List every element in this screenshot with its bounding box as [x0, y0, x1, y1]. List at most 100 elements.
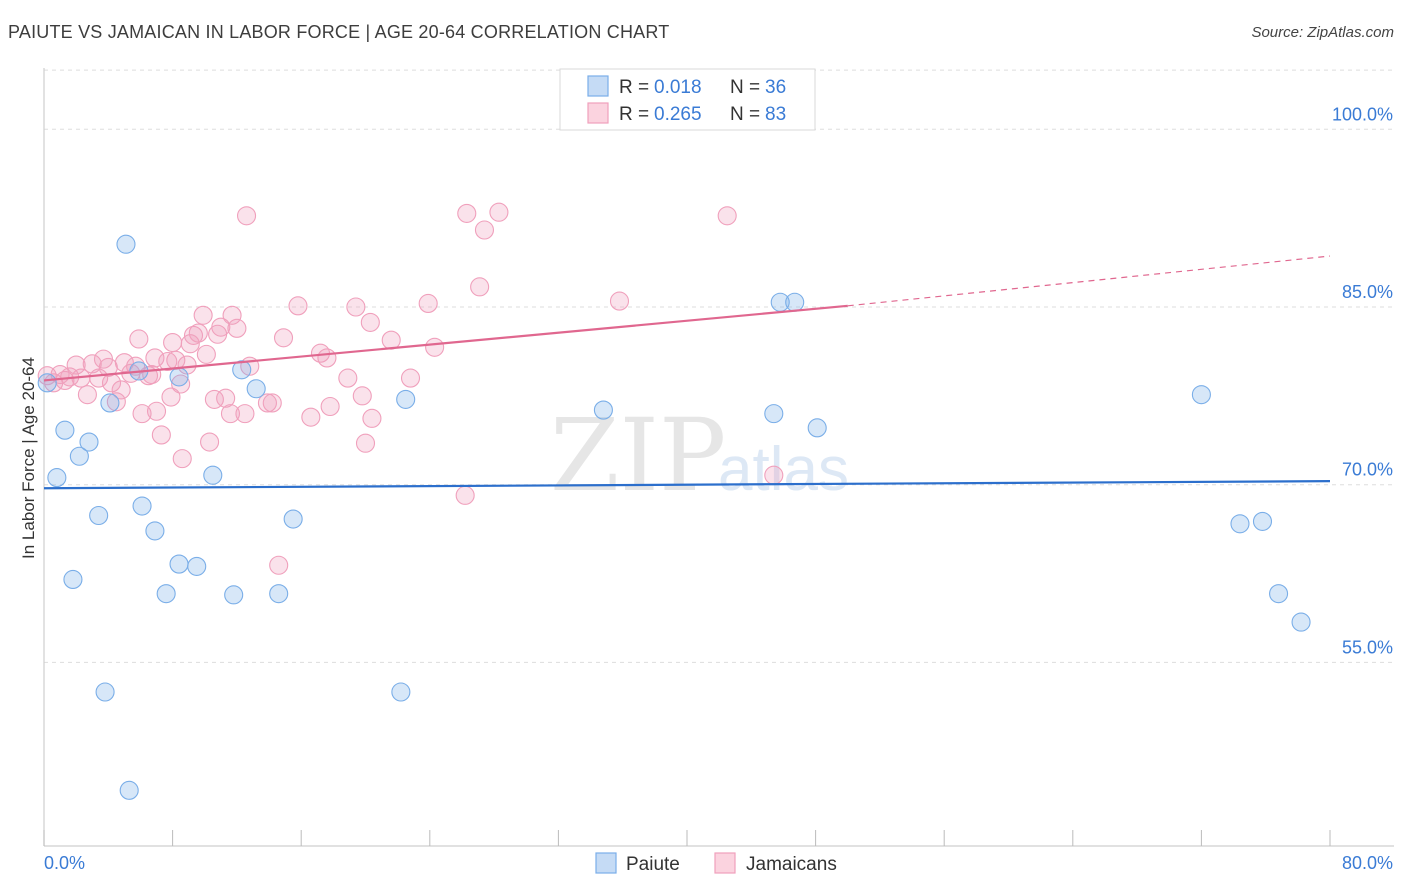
jamaicans-point	[200, 432, 220, 452]
jamaicans-point	[106, 392, 126, 412]
jamaicans-trend-extension	[847, 255, 1331, 307]
jamaicans-point	[474, 220, 495, 240]
paiute-point	[246, 379, 266, 399]
jamaicans-point	[145, 348, 165, 368]
paiute-point	[47, 468, 67, 488]
jamaicans-point	[418, 293, 438, 313]
jamaicans-point	[269, 555, 289, 575]
top-legend: R = 0.018 N = 36 R = 0.265 N = 83	[559, 68, 816, 131]
paiute-point	[95, 682, 115, 702]
jamaicans-point	[262, 393, 282, 413]
jamaicans-point	[400, 368, 421, 388]
paiute-point	[89, 505, 109, 526]
legend-n-label-paiute: N =	[730, 77, 760, 98]
jamaicans-point	[288, 296, 308, 316]
paiute-point	[1252, 511, 1273, 531]
jamaicans-point	[320, 396, 340, 417]
jamaicans-point	[193, 305, 213, 325]
paiute-point	[785, 292, 805, 312]
paiute-point	[169, 367, 189, 387]
bottom-legend-swatch-jamaicans	[714, 852, 736, 874]
jamaicans-point	[129, 329, 149, 349]
paiute-point	[100, 393, 120, 413]
y-tick-label: 55.0%	[1342, 637, 1393, 657]
paiute-point	[396, 389, 416, 409]
jamaicans-point	[172, 449, 192, 469]
jamaicans-point	[609, 291, 630, 311]
watermark-zip: ZIP	[550, 397, 726, 514]
jamaicans-point	[220, 404, 241, 424]
jamaicans-point	[455, 485, 475, 505]
paiute-trend-line	[43, 480, 1331, 490]
paiute-point	[55, 420, 75, 440]
paiute-point	[1191, 385, 1211, 405]
jamaicans-point	[235, 404, 255, 424]
x-tick-label-max: 80.0%	[1342, 853, 1393, 873]
jamaicans-point	[111, 380, 131, 400]
jamaicans-point	[77, 385, 97, 405]
paiute-point	[232, 360, 252, 380]
jamaicans-point	[355, 433, 376, 453]
jamaicans-point	[158, 351, 178, 372]
legend-r-label-paiute: R =	[619, 77, 649, 98]
jamaicans-point	[196, 344, 216, 364]
paiute-point	[79, 432, 99, 452]
legend-n-label-jamaicans: N =	[730, 104, 760, 125]
jamaicans-point	[183, 325, 204, 345]
trend-lines	[43, 255, 1331, 490]
bottom-legend-label-paiute: Paiute	[626, 854, 680, 875]
jamaicans-point	[425, 337, 445, 357]
legend-swatch-paiute	[587, 75, 609, 97]
jamaicans-point	[171, 374, 191, 394]
paiute-point	[283, 509, 303, 529]
paiute-point	[187, 556, 207, 576]
paiute-point	[37, 373, 57, 393]
jamaicans-point	[470, 277, 490, 297]
jamaicans-point	[211, 317, 231, 337]
paiute-point	[63, 569, 83, 590]
legend-r-value-paiute: 0.018	[654, 77, 702, 98]
bottom-legend-label-jamaicans: Jamaicans	[746, 854, 837, 875]
y-tick-label: 85.0%	[1342, 282, 1393, 302]
bottom-legend: Paiute Jamaicans	[595, 852, 837, 875]
x-tick-label-min: 0.0%	[44, 853, 85, 873]
paiute-point	[156, 584, 176, 604]
jamaicans-point	[132, 404, 152, 424]
jamaicans-point	[764, 465, 784, 485]
paiute-point	[224, 585, 244, 605]
legend-n-value-paiute: 36	[765, 77, 786, 98]
paiute-point	[269, 584, 289, 604]
paiute-point	[391, 682, 411, 702]
paiute-point	[145, 521, 165, 541]
jamaicans-point	[362, 408, 382, 428]
y-axis-label: In Labor Force | Age 20-64	[19, 357, 38, 559]
paiute-point	[1230, 514, 1250, 534]
jamaicans-point	[317, 348, 337, 368]
jamaicans-point	[89, 368, 109, 388]
y-tick-label: 70.0%	[1342, 460, 1393, 480]
paiute-point	[119, 780, 139, 800]
jamaicans-point	[381, 330, 401, 350]
y-tick-labels: 55.0% 70.0% 85.0% 100.0%	[1332, 104, 1393, 657]
paiute-point	[69, 446, 89, 466]
jamaicans-point	[163, 332, 183, 353]
jamaicans-point	[151, 425, 171, 445]
paiute-point	[764, 404, 784, 424]
legend-r-label-jamaicans: R =	[619, 104, 649, 125]
legend-swatch-jamaicans	[587, 102, 609, 124]
chart-title: PAIUTE VS JAMAICAN IN LABOR FORCE | AGE …	[8, 22, 670, 42]
paiute-point	[132, 496, 152, 516]
x-ticks	[43, 830, 1331, 846]
watermark-atlas: atlas	[718, 435, 849, 504]
jamaicans-point	[717, 206, 737, 226]
bottom-legend-swatch-paiute	[595, 852, 617, 874]
y-tick-label: 100.0%	[1332, 104, 1393, 124]
paiute-point	[807, 418, 827, 438]
paiute-point	[169, 554, 189, 574]
jamaicans-point	[273, 328, 294, 348]
paiute-point	[1269, 584, 1289, 604]
jamaicans-point	[346, 297, 366, 317]
jamaicans-point	[236, 206, 257, 226]
jamaicans-point	[257, 393, 277, 413]
jamaicans-point	[360, 312, 380, 332]
